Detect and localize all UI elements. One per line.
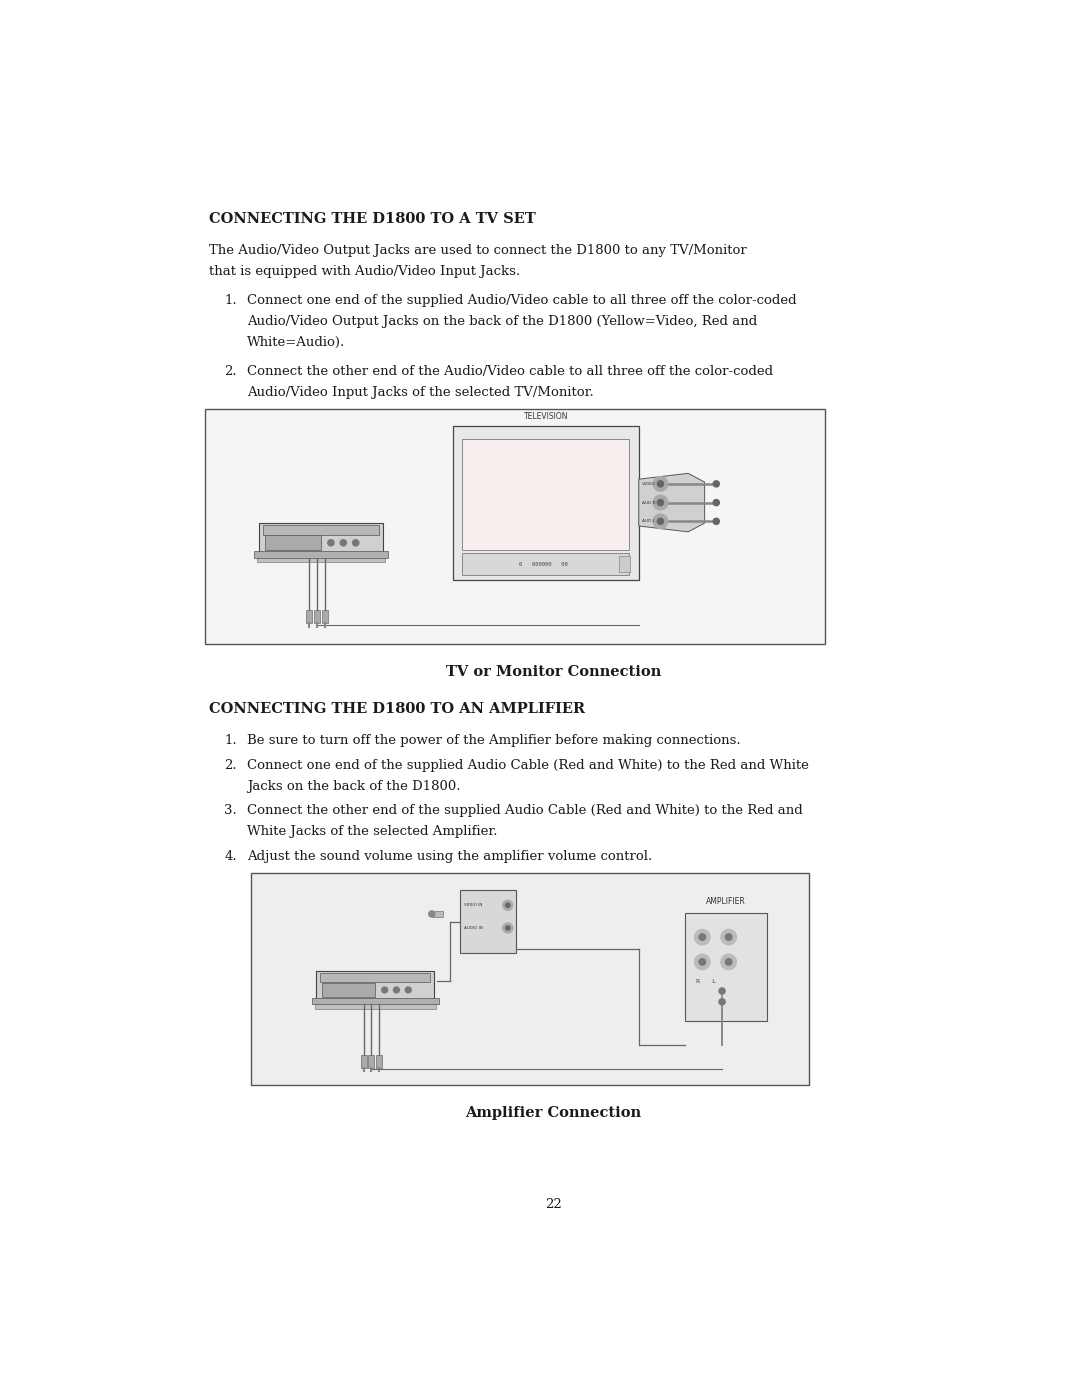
Text: AMPLIFIER: AMPLIFIER <box>706 897 746 905</box>
Circle shape <box>713 500 719 506</box>
Bar <box>257 557 384 563</box>
Bar <box>307 609 312 623</box>
Text: Connect the other end of the Audio/Video cable to all three off the color-coded: Connect the other end of the Audio/Video… <box>247 365 773 377</box>
Circle shape <box>658 481 663 488</box>
Circle shape <box>505 926 510 930</box>
Circle shape <box>694 929 710 944</box>
Bar <box>262 525 379 535</box>
Bar <box>314 609 321 623</box>
Circle shape <box>713 481 719 488</box>
Text: Connect one end of the supplied Audio Cable (Red and White) to the Red and White: Connect one end of the supplied Audio Ca… <box>247 759 809 773</box>
Circle shape <box>658 500 663 506</box>
Bar <box>315 1003 435 1009</box>
Text: TELEVISION: TELEVISION <box>524 412 568 420</box>
Circle shape <box>653 514 667 528</box>
Bar <box>205 409 825 644</box>
Text: Amplifier Connection: Amplifier Connection <box>465 1106 642 1120</box>
Circle shape <box>393 988 400 993</box>
Circle shape <box>340 539 347 546</box>
Text: Jacks on the back of the D1800.: Jacks on the back of the D1800. <box>247 780 461 792</box>
Text: 0   000000   00: 0 000000 00 <box>518 562 567 567</box>
Text: White=Audio).: White=Audio). <box>247 335 346 348</box>
Bar <box>376 1055 381 1067</box>
Bar <box>453 426 638 580</box>
Text: AUD L: AUD L <box>642 520 654 524</box>
Circle shape <box>721 954 737 970</box>
Circle shape <box>726 933 732 940</box>
Bar <box>259 524 383 552</box>
Bar <box>361 1055 367 1067</box>
Circle shape <box>713 518 719 524</box>
Text: White Jacks of the selected Amplifier.: White Jacks of the selected Amplifier. <box>247 826 498 838</box>
Text: CONNECTING THE D1800 TO A TV SET: CONNECTING THE D1800 TO A TV SET <box>208 211 536 225</box>
Text: 4.: 4. <box>225 849 237 863</box>
Text: The Audio/Video Output Jacks are used to connect the D1800 to any TV/Monitor: The Audio/Video Output Jacks are used to… <box>208 244 746 257</box>
Bar <box>685 914 767 1021</box>
Circle shape <box>719 988 725 995</box>
Circle shape <box>429 911 435 916</box>
Text: AUD R: AUD R <box>642 500 656 504</box>
Circle shape <box>328 539 334 546</box>
Bar <box>322 609 328 623</box>
Circle shape <box>653 496 667 510</box>
Bar <box>368 1055 375 1067</box>
Text: VIDEO IN: VIDEO IN <box>464 904 483 907</box>
Text: 22: 22 <box>545 1199 562 1211</box>
Bar <box>462 553 630 576</box>
Circle shape <box>653 476 667 492</box>
Text: that is equipped with Audio/Video Input Jacks.: that is equipped with Audio/Video Input … <box>208 264 519 278</box>
Text: 2.: 2. <box>225 759 237 773</box>
Bar <box>316 971 434 999</box>
Bar <box>460 890 515 953</box>
Bar <box>322 983 375 997</box>
Text: 2.: 2. <box>225 365 237 377</box>
Bar <box>462 439 630 550</box>
Bar <box>255 550 388 557</box>
Bar <box>619 556 631 571</box>
Text: TV or Monitor Connection: TV or Monitor Connection <box>446 665 661 679</box>
Circle shape <box>405 988 411 993</box>
Text: Connect one end of the supplied Audio/Video cable to all three off the color-cod: Connect one end of the supplied Audio/Vi… <box>247 293 797 307</box>
Bar <box>432 911 443 916</box>
Circle shape <box>726 958 732 965</box>
Bar <box>266 535 321 550</box>
Text: Audio/Video Input Jacks of the selected TV/Monitor.: Audio/Video Input Jacks of the selected … <box>247 386 594 398</box>
Text: Be sure to turn off the power of the Amplifier before making connections.: Be sure to turn off the power of the Amp… <box>247 735 741 747</box>
Text: Adjust the sound volume using the amplifier volume control.: Adjust the sound volume using the amplif… <box>247 849 652 863</box>
Circle shape <box>719 999 725 1004</box>
Text: 1.: 1. <box>225 293 237 307</box>
Text: AUDIO IN: AUDIO IN <box>464 926 483 930</box>
Text: 3.: 3. <box>225 805 237 817</box>
Bar <box>252 873 809 1084</box>
Text: Connect the other end of the supplied Audio Cable (Red and White) to the Red and: Connect the other end of the supplied Au… <box>247 805 804 817</box>
Text: 1.: 1. <box>225 735 237 747</box>
Text: R      L: R L <box>697 979 716 983</box>
Text: CONNECTING THE D1800 TO AN AMPLIFIER: CONNECTING THE D1800 TO AN AMPLIFIER <box>208 703 584 717</box>
Text: VIDEO: VIDEO <box>642 482 656 486</box>
Circle shape <box>502 900 513 911</box>
Bar <box>320 972 431 982</box>
Circle shape <box>694 954 710 970</box>
Circle shape <box>721 929 737 944</box>
Circle shape <box>699 958 705 965</box>
Polygon shape <box>638 474 704 532</box>
Circle shape <box>658 518 663 524</box>
Circle shape <box>699 933 705 940</box>
Bar <box>312 997 438 1004</box>
Circle shape <box>505 902 510 908</box>
Circle shape <box>502 923 513 933</box>
Circle shape <box>352 539 359 546</box>
Text: Audio/Video Output Jacks on the back of the D1800 (Yellow=Video, Red and: Audio/Video Output Jacks on the back of … <box>247 314 758 328</box>
Circle shape <box>381 988 388 993</box>
